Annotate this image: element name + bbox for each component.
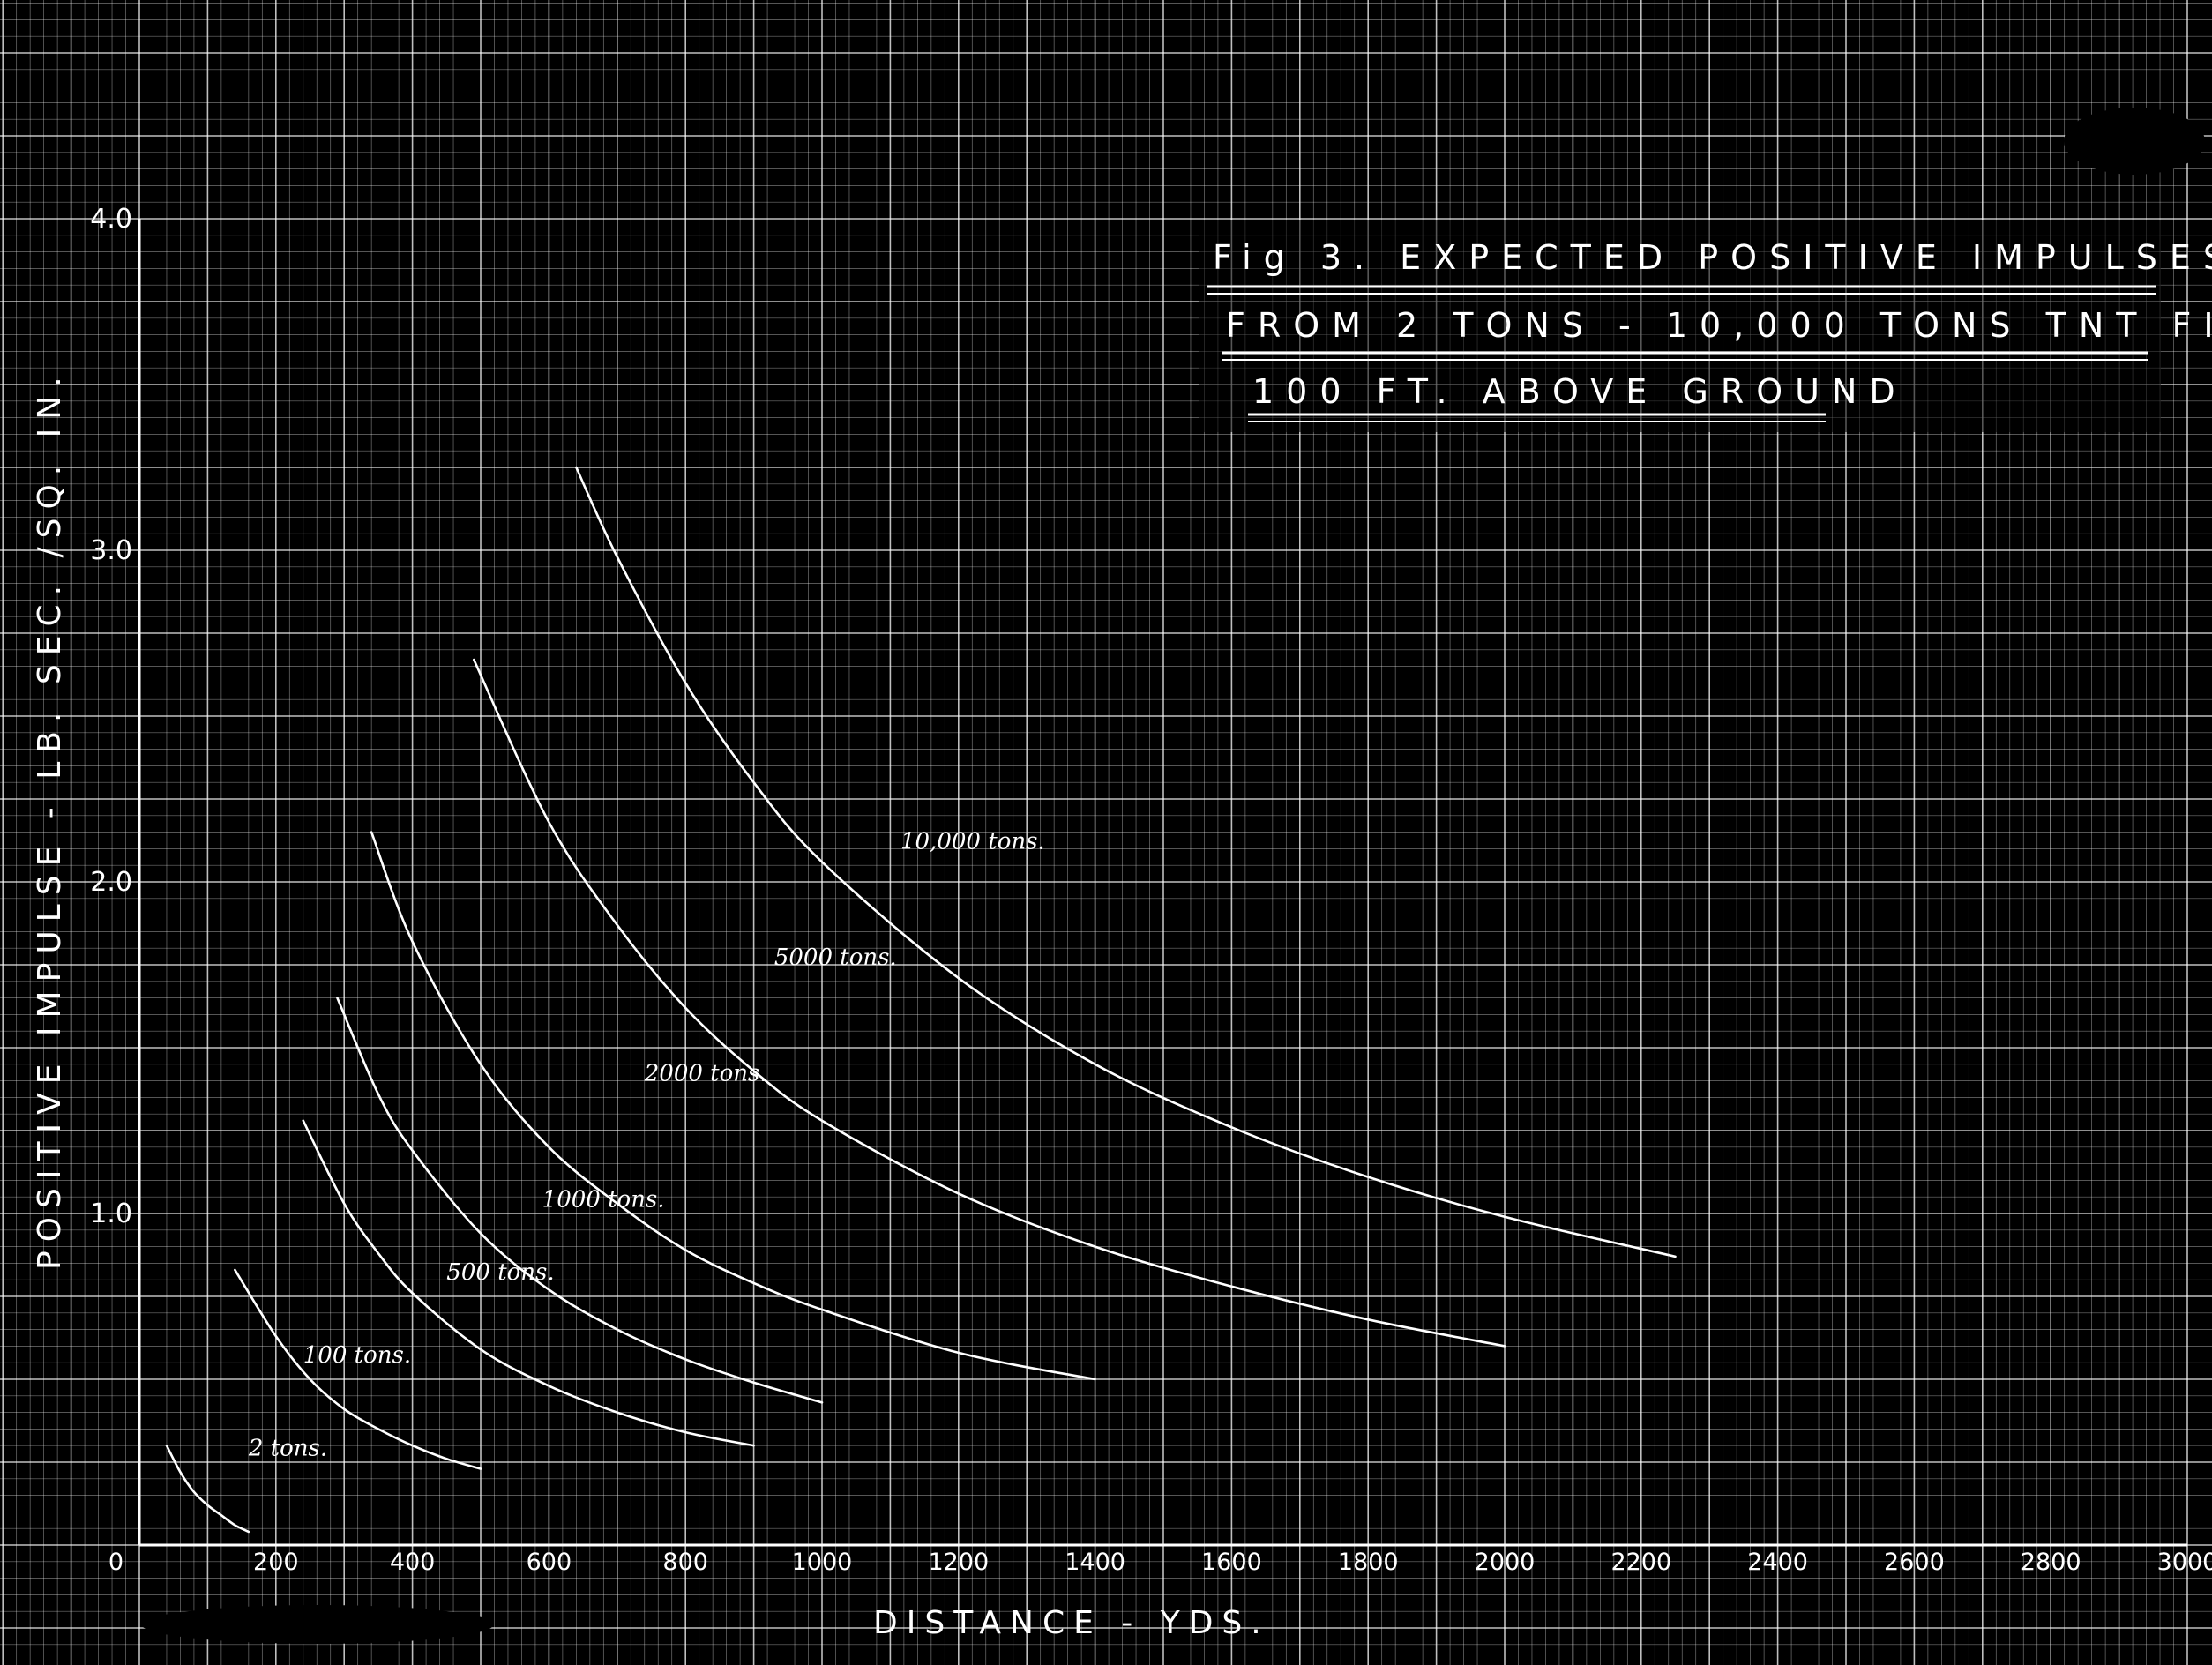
x-axis-label: DISTANCE - YDS. xyxy=(873,1605,1270,1641)
redaction-mark-bottom-left xyxy=(141,1605,494,1644)
curve-2-tons xyxy=(165,1444,250,1534)
curve-500-tons xyxy=(302,1119,755,1447)
curve-label: 100 tons. xyxy=(303,1342,411,1369)
redaction-mark-top-right xyxy=(2064,108,2205,175)
x-tick-label: 1000 xyxy=(792,1549,853,1576)
curve-label: 1000 tons. xyxy=(542,1186,665,1213)
curve-100-tons xyxy=(234,1268,482,1470)
y-axis-label: POSITIVE IMPULSE - LB. SEC. /SQ. IN. xyxy=(32,368,68,1270)
x-tick-label: 3000 xyxy=(2157,1549,2212,1576)
curve-label: 10,000 tons. xyxy=(900,828,1045,855)
curve-1000-tons xyxy=(336,997,824,1404)
title-line-3: 100 FT. ABOVE GROUND xyxy=(1252,372,1908,411)
x-tick-label: 400 xyxy=(390,1549,436,1576)
y-tick-label: 3.0 xyxy=(90,535,132,566)
x-tick-label: 2200 xyxy=(1610,1549,1671,1576)
x-tick-label: 2800 xyxy=(2021,1549,2081,1576)
x-tick-label: 1400 xyxy=(1065,1549,1125,1576)
x-tick-labels: 0 200 400 600 800 1000 1200 1400 1600 1800 2000 220… xyxy=(108,1549,2212,1576)
x-tick-label: 2600 xyxy=(1884,1549,1945,1576)
title-line-2: FROM 2 TONS - 10,000 TONS TNT FIRED xyxy=(1226,306,2212,345)
chart-title: Fig 3. EXPECTED POSITIVE IMPULSES FROM 2… xyxy=(1199,220,2212,432)
curve-label: 5000 tons. xyxy=(774,944,897,971)
x-tick-label: 200 xyxy=(253,1549,299,1576)
impulse-curves xyxy=(165,466,1677,1534)
x-tick-label: 600 xyxy=(527,1549,572,1576)
y-tick-labels: 1.0 2.0 3.0 4.0 xyxy=(90,204,132,1229)
x-tick-label: 1600 xyxy=(1201,1549,1262,1576)
x-tick-label: 1200 xyxy=(928,1549,989,1576)
x-tick-label: 0 xyxy=(108,1549,123,1576)
curve-2000-tons xyxy=(370,831,1096,1381)
title-backdrop xyxy=(1199,220,2161,432)
curve-5000-tons xyxy=(472,658,1506,1348)
x-tick-label: 800 xyxy=(662,1549,708,1576)
y-tick-label: 1.0 xyxy=(90,1198,132,1229)
curve-labels: 2 tons. 100 tons. 500 tons. 1000 tons. 2000 … xyxy=(248,828,1045,1461)
curve-label: 2 tons. xyxy=(248,1435,327,1461)
x-tick-label: 2000 xyxy=(1475,1549,1536,1576)
curve-label: 2000 tons. xyxy=(644,1061,767,1087)
y-tick-label: 4.0 xyxy=(90,204,132,235)
y-tick-label: 2.0 xyxy=(90,867,132,898)
title-line-1: Fig 3. EXPECTED POSITIVE IMPULSES xyxy=(1213,238,2212,277)
curve-10-000-tons xyxy=(575,466,1677,1258)
curve-label: 500 tons. xyxy=(446,1259,554,1286)
x-tick-label: 2400 xyxy=(1747,1549,1808,1576)
x-tick-label: 1800 xyxy=(1338,1549,1399,1576)
